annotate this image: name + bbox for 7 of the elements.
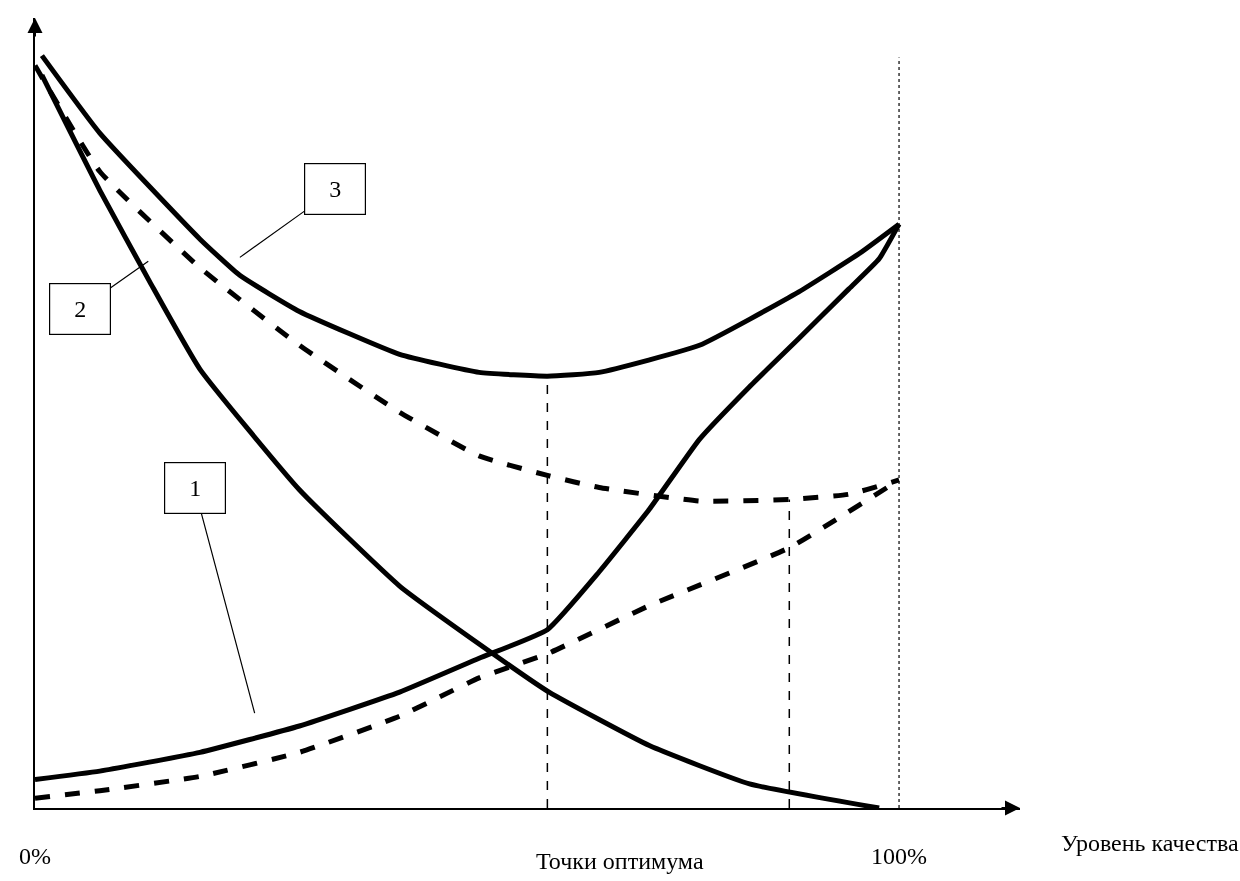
annotation: 3: [317, 176, 354, 203]
x-tick-label: 0%: [19, 842, 51, 869]
x-tick-label: 100%: [871, 842, 928, 869]
annotation: 2: [62, 296, 99, 323]
annotation: 1: [177, 475, 214, 502]
x-axis-title: Уровень качества: [1061, 830, 1239, 856]
text: Точки оптимума: [536, 848, 704, 874]
